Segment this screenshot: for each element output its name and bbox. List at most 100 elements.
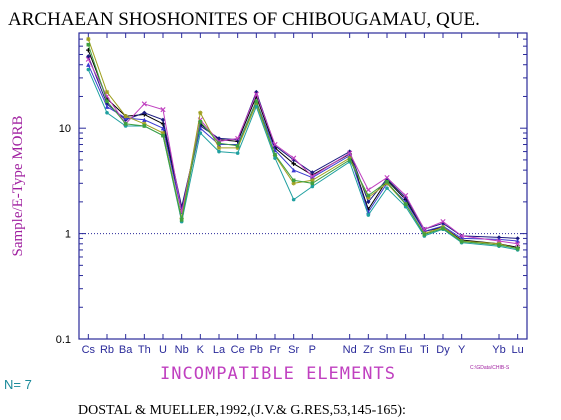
data-point bbox=[105, 110, 109, 115]
data-point bbox=[86, 67, 91, 72]
data-point bbox=[291, 181, 296, 186]
series-1 bbox=[86, 47, 520, 250]
data-point bbox=[459, 239, 464, 244]
series-3 bbox=[86, 62, 520, 244]
data-point bbox=[86, 36, 91, 42]
data-point bbox=[161, 133, 165, 138]
data-point bbox=[422, 232, 427, 237]
x-tick-label: Sm bbox=[379, 344, 396, 356]
data-point bbox=[384, 174, 390, 181]
x-tick-label: Cs bbox=[82, 344, 96, 356]
y-tick-label: 1 bbox=[65, 229, 71, 241]
data-point bbox=[254, 101, 259, 107]
y-tick-label: 10 bbox=[59, 123, 71, 135]
data-point bbox=[104, 104, 110, 109]
y-axis-ticks: 0.1 1 10 bbox=[56, 32, 527, 346]
x-axis-label: INCOMPATIBLE ELEMENTS bbox=[160, 364, 396, 384]
data-point bbox=[366, 199, 371, 205]
x-tick-label: Dy bbox=[436, 344, 450, 356]
data-point bbox=[291, 155, 297, 161]
data-point bbox=[85, 56, 91, 62]
x-tick-label: P bbox=[309, 344, 316, 356]
data-point bbox=[347, 150, 353, 156]
data-point bbox=[310, 178, 315, 183]
data-point bbox=[86, 54, 91, 59]
data-point bbox=[254, 104, 259, 109]
data-point bbox=[441, 226, 445, 231]
data-point bbox=[440, 218, 446, 225]
data-file-label: C:\GData\CHIB-S bbox=[470, 365, 510, 371]
data-point bbox=[273, 156, 277, 160]
data-point bbox=[198, 119, 203, 124]
data-point bbox=[365, 187, 371, 193]
data-point bbox=[160, 121, 166, 127]
x-tick-label: Nb bbox=[175, 344, 189, 356]
data-point bbox=[217, 141, 221, 146]
data-point bbox=[515, 246, 520, 251]
data-point bbox=[235, 145, 240, 151]
data-point bbox=[366, 213, 371, 217]
x-tick-label: Lu bbox=[512, 344, 524, 356]
data-point bbox=[198, 131, 203, 135]
data-point bbox=[366, 195, 371, 200]
plot-frame bbox=[78, 32, 528, 340]
data-point bbox=[440, 221, 446, 226]
plot-border bbox=[78, 32, 528, 340]
x-tick-label: Y bbox=[458, 344, 466, 356]
x-tick-label: Ba bbox=[119, 344, 133, 356]
data-point bbox=[123, 122, 128, 126]
data-point bbox=[123, 113, 128, 119]
data-point bbox=[105, 99, 109, 104]
data-point bbox=[385, 186, 389, 190]
x-tick-label: La bbox=[213, 344, 226, 356]
series-line bbox=[87, 64, 518, 242]
data-point bbox=[142, 124, 147, 128]
series-2 bbox=[86, 54, 520, 241]
data-point bbox=[291, 167, 296, 173]
data-point bbox=[198, 110, 203, 115]
citation-footer: DOSTAL & MUELLER,1992,(J.V.& G.RES,53,14… bbox=[78, 403, 406, 418]
data-point bbox=[142, 110, 147, 115]
data-point bbox=[142, 117, 147, 123]
data-point bbox=[235, 144, 240, 148]
data-point bbox=[366, 193, 371, 198]
data-point bbox=[216, 145, 222, 151]
series-line bbox=[87, 44, 518, 250]
data-point bbox=[403, 192, 409, 199]
data-point bbox=[86, 62, 91, 67]
x-tick-label: Rb bbox=[100, 344, 114, 356]
data-point bbox=[272, 141, 278, 148]
data-point bbox=[104, 89, 110, 95]
x-tick-label: Yb bbox=[492, 344, 505, 356]
x-tick-label: Th bbox=[138, 344, 151, 356]
x-tick-label: Pb bbox=[250, 344, 263, 356]
x-tick-label: K bbox=[197, 344, 205, 356]
data-point bbox=[403, 202, 408, 207]
data-point bbox=[86, 42, 91, 47]
data-point bbox=[309, 173, 315, 179]
series-7 bbox=[86, 42, 520, 251]
x-tick-label: U bbox=[159, 344, 167, 356]
series-line bbox=[87, 69, 518, 251]
data-point bbox=[273, 152, 277, 157]
data-point bbox=[142, 121, 147, 127]
data-point bbox=[515, 241, 521, 247]
series-6 bbox=[86, 67, 520, 252]
data-point bbox=[497, 243, 501, 247]
data-point bbox=[291, 161, 296, 166]
x-tick-label: Nd bbox=[343, 344, 357, 356]
data-point bbox=[179, 218, 184, 222]
y-tick-label: 0.1 bbox=[56, 334, 71, 346]
x-tick-label: Ce bbox=[231, 344, 245, 356]
series-group bbox=[85, 36, 521, 252]
x-tick-label: Ti bbox=[420, 344, 429, 356]
data-point bbox=[160, 125, 166, 131]
sample-count-label: N= 7 bbox=[4, 377, 32, 392]
data-point bbox=[310, 184, 315, 189]
series-5 bbox=[86, 36, 520, 251]
data-point bbox=[160, 107, 166, 113]
chart-title: ARCHAEAN SHOSHONITES OF CHIBOUGAMAU, QUE… bbox=[8, 9, 480, 30]
data-point bbox=[217, 149, 221, 154]
y-axis-label: Sample/E-Type MORB bbox=[10, 115, 26, 256]
